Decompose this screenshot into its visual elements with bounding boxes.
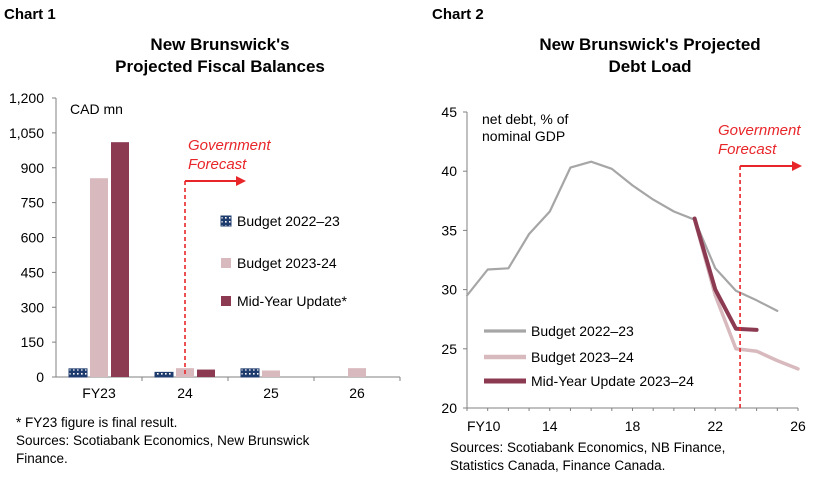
chart-2-panel: Chart 2 New Brunswick's Projected Debt L… <box>414 0 828 483</box>
chart-1-y-tick-label: 1,200 <box>9 90 44 106</box>
chart-2-x-tick-label: FY10 <box>467 418 501 434</box>
chart-1-legend-label: Budget 2023-24 <box>237 255 337 271</box>
chart-2-x-tick-label: 18 <box>625 418 641 434</box>
chart-2-forecast-label-line-1: Government <box>718 122 801 139</box>
chart-2-y-tick-label: 45 <box>441 104 457 120</box>
chart-1-y-tick-label: 300 <box>21 299 45 315</box>
chart-2-x-tick-label: 14 <box>542 418 558 434</box>
chart-1-sources: Sources: Scotiabank Economics, New Bruns… <box>16 433 310 466</box>
chart-2-title: New Brunswick's Projected Debt Load <box>539 35 761 76</box>
chart-2-series-line <box>692 217 800 371</box>
chart-1-bar <box>348 368 366 377</box>
chart-1-label: Chart 1 <box>4 6 56 23</box>
chart-1-footnote-asterisk: * FY23 figure is final result. <box>16 415 178 430</box>
chart-2-series-line <box>692 216 759 332</box>
chart-2-unit-label-line-2: nominal GDP <box>482 128 565 144</box>
chart-1-legend-swatch <box>221 296 231 306</box>
chart-1-bar <box>111 142 129 377</box>
chart-2-y-tick-label: 25 <box>441 341 457 357</box>
chart-1-bar <box>197 369 215 377</box>
chart-1-forecast-label-line-1: Government <box>188 137 271 154</box>
chart-2-y-tick-label: 20 <box>441 400 457 416</box>
chart-1-y-tick-label: 450 <box>21 264 45 280</box>
chart-1-y-tick-label: 1,050 <box>9 125 44 141</box>
chart-1-bar <box>154 371 174 378</box>
chart-2-y-tick-label: 40 <box>441 163 457 179</box>
chart-2-unit-label-line-1: net debt, % of <box>482 111 569 127</box>
chart-2-y-tick-label: 30 <box>441 282 457 298</box>
chart-1-legend-swatch <box>221 258 231 268</box>
chart-2-plot: 20 25 30 35 40 45 FY10 14 18 22 26 net debt, % ofno… <box>441 104 806 434</box>
chart-1-bar <box>262 370 280 377</box>
chart-2-series-line <box>465 160 779 312</box>
chart-1-bar <box>90 178 108 377</box>
chart-1-title: New Brunswick's Projected Fiscal Balance… <box>115 35 325 76</box>
chart-2-label: Chart 2 <box>432 6 484 23</box>
chart-1-legend-label: Budget 2022–23 <box>237 213 340 229</box>
chart-1-forecast-label-line-2: Forecast <box>188 156 247 173</box>
chart-1-y-tick-label: 0 <box>36 369 44 385</box>
chart-1-legend-swatch <box>220 215 232 227</box>
chart-1-y-tick-label: 150 <box>21 334 45 350</box>
chart-2-forecast-arrow-head <box>792 161 802 171</box>
chart-2-x-tick-label: 26 <box>790 418 806 434</box>
chart-1-forecast-arrow-head <box>236 176 246 186</box>
chart-1-panel: Chart 1 New Brunswick's Projected Fiscal… <box>4 6 401 466</box>
chart-2-legend-label: Mid-Year Update 2023–24 <box>531 373 694 389</box>
chart-1-x-tick-label: FY23 <box>82 385 116 401</box>
chart-2-legend-label: Budget 2023–24 <box>531 349 634 365</box>
chart-1-plot: 0 150 300 450 600 750 900 1,050 1,200 CAD mn FY23 2… <box>9 90 401 401</box>
chart-2-sources: Sources: Scotiabank Economics, NB Financ… <box>450 440 726 473</box>
chart-1-y-tick-label: 900 <box>21 160 45 176</box>
chart-1-x-tick-label: 25 <box>263 385 279 401</box>
chart-2-forecast-label-line-2: Forecast <box>718 141 777 158</box>
chart-1-bar <box>68 368 88 378</box>
chart-2-x-tick-label: 22 <box>707 418 723 434</box>
chart-1-y-tick-label: 600 <box>21 230 45 246</box>
chart-1-y-tick-label: 750 <box>21 195 45 211</box>
chart-1-x-tick-label: 26 <box>349 385 365 401</box>
chart-1-legend-label: Mid-Year Update* <box>237 293 348 309</box>
chart-2-y-tick-label: 35 <box>441 222 457 238</box>
chart-1-unit-label: CAD mn <box>70 101 123 117</box>
chart-2-legend-label: Budget 2022–23 <box>531 323 634 339</box>
chart-1-bar <box>240 368 260 378</box>
chart-1-x-tick-label: 24 <box>177 385 193 401</box>
